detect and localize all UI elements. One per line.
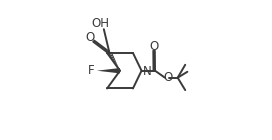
- Text: N: N: [143, 65, 152, 78]
- Text: OH: OH: [92, 17, 110, 30]
- Text: O: O: [163, 71, 172, 84]
- Text: F: F: [88, 64, 95, 77]
- Polygon shape: [97, 68, 120, 73]
- Text: O: O: [85, 31, 94, 44]
- Text: O: O: [150, 40, 159, 53]
